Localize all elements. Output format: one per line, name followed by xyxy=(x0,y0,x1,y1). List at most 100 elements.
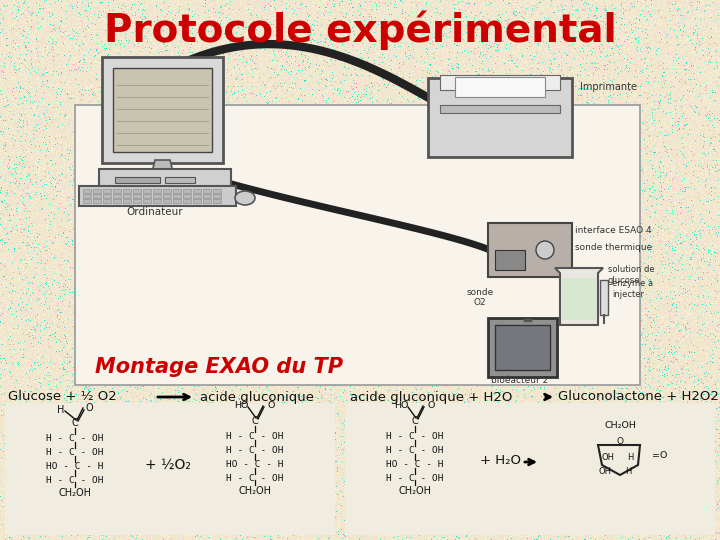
Text: H: H xyxy=(625,468,631,476)
FancyBboxPatch shape xyxy=(163,189,171,193)
FancyBboxPatch shape xyxy=(99,169,231,189)
Text: enzyme à
injecter: enzyme à injecter xyxy=(612,279,653,299)
Text: CH₂OH: CH₂OH xyxy=(398,486,431,496)
Text: acide gluconique: acide gluconique xyxy=(200,390,314,403)
Text: H - C - OH: H - C - OH xyxy=(386,432,444,441)
Text: Gluconolactone + H2O2: Gluconolactone + H2O2 xyxy=(558,390,719,403)
FancyBboxPatch shape xyxy=(103,189,111,193)
FancyBboxPatch shape xyxy=(103,199,111,203)
FancyBboxPatch shape xyxy=(165,177,195,183)
FancyBboxPatch shape xyxy=(103,194,111,198)
Text: CH₂OH: CH₂OH xyxy=(238,486,271,496)
Text: OH: OH xyxy=(598,468,611,476)
Text: solution de
glucose: solution de glucose xyxy=(608,265,654,285)
Text: Montage EXAO du TP: Montage EXAO du TP xyxy=(95,357,343,377)
Text: O: O xyxy=(267,402,275,410)
FancyBboxPatch shape xyxy=(93,189,101,193)
FancyBboxPatch shape xyxy=(113,189,121,193)
Text: bioéacteur 2: bioéacteur 2 xyxy=(491,376,549,385)
Text: H - C - OH: H - C - OH xyxy=(386,446,444,455)
Text: + H₂O: + H₂O xyxy=(480,454,521,467)
Text: sonde
O2: sonde O2 xyxy=(467,288,494,307)
FancyBboxPatch shape xyxy=(488,318,557,377)
Text: H - C - OH: H - C - OH xyxy=(226,446,284,455)
FancyBboxPatch shape xyxy=(83,189,91,193)
FancyBboxPatch shape xyxy=(495,325,550,370)
Text: =O: =O xyxy=(652,450,667,460)
FancyBboxPatch shape xyxy=(123,199,131,203)
FancyBboxPatch shape xyxy=(163,194,171,198)
Text: CH₂OH: CH₂OH xyxy=(604,421,636,429)
Text: H - C - OH: H - C - OH xyxy=(46,434,104,443)
FancyBboxPatch shape xyxy=(113,199,121,203)
FancyBboxPatch shape xyxy=(193,189,201,193)
Text: H - C - OH: H - C - OH xyxy=(226,432,284,441)
FancyBboxPatch shape xyxy=(133,199,141,203)
Text: C: C xyxy=(251,416,258,426)
FancyBboxPatch shape xyxy=(102,57,223,163)
Text: HO - C - H: HO - C - H xyxy=(46,462,104,471)
Text: O: O xyxy=(427,402,435,410)
FancyBboxPatch shape xyxy=(133,194,141,198)
FancyBboxPatch shape xyxy=(203,189,211,193)
FancyBboxPatch shape xyxy=(133,189,141,193)
FancyBboxPatch shape xyxy=(213,189,221,193)
Text: C: C xyxy=(412,416,418,426)
Text: O: O xyxy=(85,403,93,413)
FancyBboxPatch shape xyxy=(5,403,335,535)
Text: H - C - OH: H - C - OH xyxy=(46,476,104,485)
Text: H - C - OH: H - C - OH xyxy=(226,474,284,483)
FancyBboxPatch shape xyxy=(193,194,201,198)
FancyBboxPatch shape xyxy=(193,199,201,203)
Text: sonde thermique: sonde thermique xyxy=(575,243,652,252)
Text: C: C xyxy=(71,418,78,428)
Text: H: H xyxy=(58,405,65,415)
FancyBboxPatch shape xyxy=(440,105,560,113)
FancyBboxPatch shape xyxy=(173,199,181,203)
FancyBboxPatch shape xyxy=(143,194,151,198)
Text: interface ESAO 4: interface ESAO 4 xyxy=(575,226,652,235)
Text: OH: OH xyxy=(601,454,614,462)
Text: HO - C - H: HO - C - H xyxy=(226,460,284,469)
Text: HO: HO xyxy=(234,402,248,410)
Text: H - C - OH: H - C - OH xyxy=(46,448,104,457)
Polygon shape xyxy=(152,160,173,172)
FancyBboxPatch shape xyxy=(153,189,161,193)
Text: H - C - OH: H - C - OH xyxy=(386,474,444,483)
FancyBboxPatch shape xyxy=(213,194,221,198)
Polygon shape xyxy=(562,278,596,320)
FancyBboxPatch shape xyxy=(428,78,572,157)
Text: O: O xyxy=(616,437,624,447)
Text: acide gluconique + H2O: acide gluconique + H2O xyxy=(350,390,513,403)
FancyBboxPatch shape xyxy=(203,199,211,203)
FancyBboxPatch shape xyxy=(163,199,171,203)
FancyBboxPatch shape xyxy=(495,250,525,270)
FancyBboxPatch shape xyxy=(83,194,91,198)
Text: HO: HO xyxy=(394,402,408,410)
Text: Imprimante: Imprimante xyxy=(580,82,637,92)
FancyBboxPatch shape xyxy=(183,199,191,203)
FancyBboxPatch shape xyxy=(183,189,191,193)
FancyBboxPatch shape xyxy=(75,105,640,385)
Text: Glucose + ½ O2: Glucose + ½ O2 xyxy=(8,390,117,403)
FancyBboxPatch shape xyxy=(153,194,161,198)
FancyBboxPatch shape xyxy=(93,199,101,203)
Polygon shape xyxy=(555,268,603,325)
Text: CH₂OH: CH₂OH xyxy=(58,488,91,498)
FancyBboxPatch shape xyxy=(113,194,121,198)
FancyBboxPatch shape xyxy=(183,194,191,198)
FancyBboxPatch shape xyxy=(143,199,151,203)
Text: H: H xyxy=(627,454,633,462)
FancyBboxPatch shape xyxy=(153,199,161,203)
FancyBboxPatch shape xyxy=(115,177,160,183)
FancyBboxPatch shape xyxy=(83,199,91,203)
Text: HO - C - H: HO - C - H xyxy=(386,460,444,469)
FancyBboxPatch shape xyxy=(93,194,101,198)
FancyBboxPatch shape xyxy=(455,77,545,97)
FancyBboxPatch shape xyxy=(488,223,572,277)
FancyBboxPatch shape xyxy=(173,194,181,198)
FancyBboxPatch shape xyxy=(123,194,131,198)
Ellipse shape xyxy=(235,191,255,205)
FancyBboxPatch shape xyxy=(123,189,131,193)
FancyBboxPatch shape xyxy=(79,186,236,206)
